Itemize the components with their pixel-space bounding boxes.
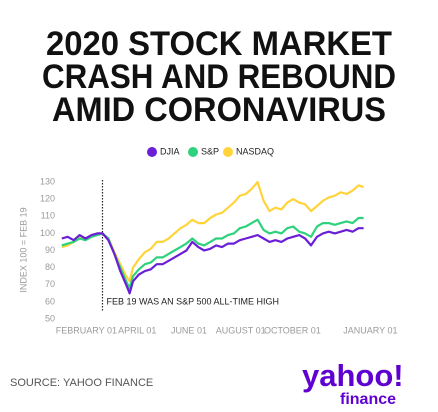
legend-marker	[188, 147, 198, 157]
chart-title: AMID CORONAVIRUS	[52, 91, 386, 129]
y-tick-label: 90	[45, 245, 55, 255]
chart-title: 2020 STOCK MARKET	[46, 25, 392, 63]
series-line	[61, 227, 364, 295]
legend-label: S&P	[201, 146, 219, 156]
y-tick-label: 120	[40, 194, 55, 204]
logo: finance	[340, 391, 396, 408]
series-line	[61, 180, 364, 283]
x-tick-label: FEBRUARY 01	[56, 325, 117, 335]
y-tick-label: 130	[40, 176, 55, 186]
y-tick-label: 70	[45, 279, 55, 289]
x-tick-label: JANUARY 01	[343, 325, 397, 335]
legend-marker	[147, 147, 157, 157]
legend-label: DJIA	[160, 146, 180, 156]
chart-title: CRASH AND REBOUND	[42, 58, 396, 96]
legend-marker	[223, 147, 233, 157]
x-tick-label: APRIL 01	[118, 325, 156, 335]
x-tick-label: JUNE 01	[171, 325, 207, 335]
y-axis-label: INDEX 100 = FEB 19	[18, 207, 28, 292]
y-tick-label: 80	[45, 262, 55, 272]
y-tick-label: 110	[41, 211, 55, 221]
x-tick-label: OCTOBER 01	[264, 325, 321, 335]
annotation: FEB 19 WAS AN S&P 500 ALL-TIME HIGH	[106, 296, 279, 306]
legend-label: NASDAQ	[236, 146, 274, 156]
x-tick-label: AUGUST 01	[216, 325, 266, 335]
series-line	[61, 216, 364, 290]
logo: yahoo!	[302, 358, 404, 393]
y-tick-label: 50	[45, 313, 55, 323]
y-tick-label: 60	[45, 296, 55, 306]
source: SOURCE: YAHOO FINANCE	[10, 377, 153, 389]
y-tick-label: 100	[40, 228, 55, 238]
